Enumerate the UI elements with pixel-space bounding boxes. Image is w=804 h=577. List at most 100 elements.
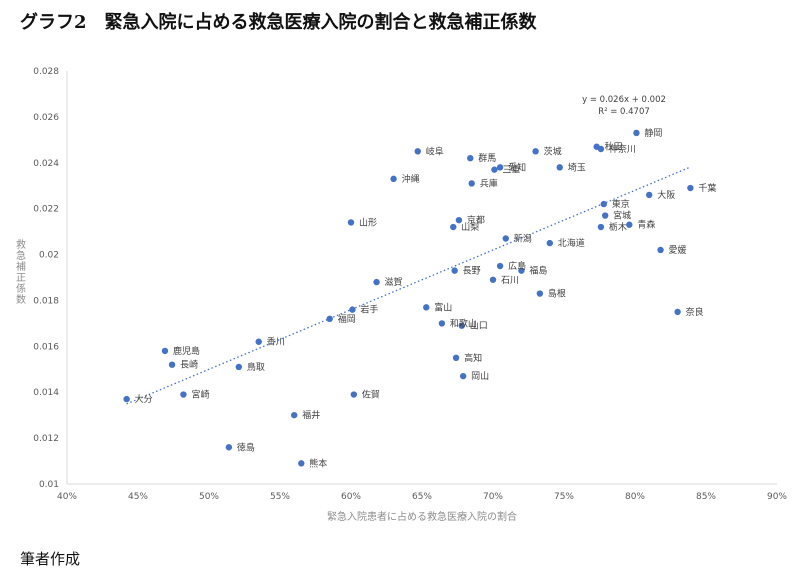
point-label: 静岡 xyxy=(644,127,662,139)
data-point xyxy=(349,306,356,313)
data-point xyxy=(496,262,504,270)
trendline-r2: R² = 0.4707 xyxy=(598,107,650,117)
y-tick-label: 0.026 xyxy=(33,113,59,123)
x-tick-label: 50% xyxy=(199,492,219,502)
y-tick-label: 0.022 xyxy=(33,205,59,215)
point-label: 岡山 xyxy=(471,371,489,382)
point-label: 神奈川 xyxy=(609,143,636,155)
point-label: 沖縄 xyxy=(402,173,420,185)
point-label: 熊本 xyxy=(309,457,327,469)
x-tick-label: 65% xyxy=(412,492,432,502)
data-point xyxy=(657,246,664,254)
data-point xyxy=(235,363,243,371)
point-label: 鳥取 xyxy=(247,361,265,373)
data-point xyxy=(536,290,544,297)
data-point xyxy=(161,347,169,355)
point-label: 福岡 xyxy=(338,313,356,325)
point-label: 愛知 xyxy=(508,161,526,173)
data-point xyxy=(491,166,498,173)
data-point xyxy=(518,267,525,274)
point-label: 鹿児島 xyxy=(173,345,200,357)
data-point xyxy=(350,391,358,398)
point-label: 茨城 xyxy=(544,145,562,157)
point-label: 大分 xyxy=(135,393,153,405)
data-point xyxy=(438,320,446,327)
data-point xyxy=(468,180,475,187)
point-label: 高知 xyxy=(464,352,482,364)
x-tick-label: 40% xyxy=(57,492,77,502)
data-point xyxy=(180,391,187,398)
point-label: 三重 xyxy=(502,164,520,176)
x-tick-label: 80% xyxy=(625,492,645,502)
y-tick-label: 0.01 xyxy=(39,480,59,490)
y-tick-label: 0.012 xyxy=(33,434,59,444)
point-label: 佐賀 xyxy=(362,389,380,401)
data-point xyxy=(646,191,653,199)
point-label: 埼玉 xyxy=(568,161,586,173)
point-label: 広島 xyxy=(508,260,526,272)
y-tick-label: 0.02 xyxy=(39,251,59,261)
point-label: 大阪 xyxy=(657,189,675,201)
axes: 0.01 0.012 0.014 0.016 0.018 0.02 0.022 0.024 0.… xyxy=(33,67,787,502)
point-label: 長野 xyxy=(463,266,481,277)
point-label: 宮城 xyxy=(613,210,631,222)
point-label: 石川 xyxy=(501,276,519,286)
point-label: 奈良 xyxy=(686,306,704,318)
x-tick-label: 90% xyxy=(767,492,787,502)
data-point xyxy=(168,361,176,368)
point-label: 京都 xyxy=(467,214,485,226)
data-point xyxy=(452,354,460,362)
x-tick-label: 60% xyxy=(341,492,361,502)
point-label: 徳島 xyxy=(237,441,255,453)
data-point xyxy=(390,175,397,183)
point-label: 秋田 xyxy=(605,141,623,153)
data-point xyxy=(546,239,553,247)
data-point xyxy=(556,164,563,171)
data-point xyxy=(532,148,539,155)
source-note: 筆者作成 xyxy=(20,550,81,568)
point-label: 和歌山 xyxy=(450,317,477,329)
data-point xyxy=(687,184,694,192)
point-label: 群馬 xyxy=(478,152,496,164)
point-label: 東京 xyxy=(612,198,630,210)
x-tick-label: 55% xyxy=(270,492,290,502)
y-tick-label: 0.018 xyxy=(33,296,59,306)
data-point xyxy=(458,322,465,329)
point-label: 滋賀 xyxy=(385,276,403,288)
y-tick-label: 0.024 xyxy=(33,159,59,169)
point-label: 栃木 xyxy=(609,221,627,233)
point-label: 新潟 xyxy=(514,232,532,244)
data-point xyxy=(674,308,681,316)
data-point xyxy=(298,460,305,467)
data-point xyxy=(326,315,333,322)
data-points xyxy=(123,129,694,467)
x-tick-label: 45% xyxy=(128,492,148,502)
y-tick-label: 0.028 xyxy=(33,67,59,77)
data-point xyxy=(291,411,298,419)
x-tick-label: 70% xyxy=(483,492,503,502)
point-label: 福島 xyxy=(529,265,547,277)
data-point xyxy=(455,216,463,224)
data-point xyxy=(496,164,504,171)
x-axis-title: 緊急入院患者に占める救急医療入院の割合 xyxy=(327,510,517,523)
point-label: 千葉 xyxy=(698,182,716,194)
point-label: 富山 xyxy=(434,301,452,313)
x-tick-label: 75% xyxy=(554,492,574,502)
point-label: 山形 xyxy=(359,216,377,228)
point-label: 岐阜 xyxy=(426,145,444,157)
data-point xyxy=(626,221,633,228)
y-tick-label: 0.014 xyxy=(33,388,59,398)
point-label: 北海道 xyxy=(558,237,585,249)
data-point xyxy=(459,372,467,380)
x-tick-label: 85% xyxy=(696,492,716,502)
point-label: 岩手 xyxy=(360,304,378,316)
data-point xyxy=(255,338,262,345)
data-point xyxy=(597,145,605,153)
data-point xyxy=(467,154,474,162)
data-point xyxy=(450,223,457,231)
data-point xyxy=(597,223,605,231)
point-label: 山梨 xyxy=(461,221,479,233)
page-title: グラフ2 緊急入院に占める救急医療入院の割合と救急補正係数 xyxy=(20,12,537,33)
data-point xyxy=(123,395,130,403)
